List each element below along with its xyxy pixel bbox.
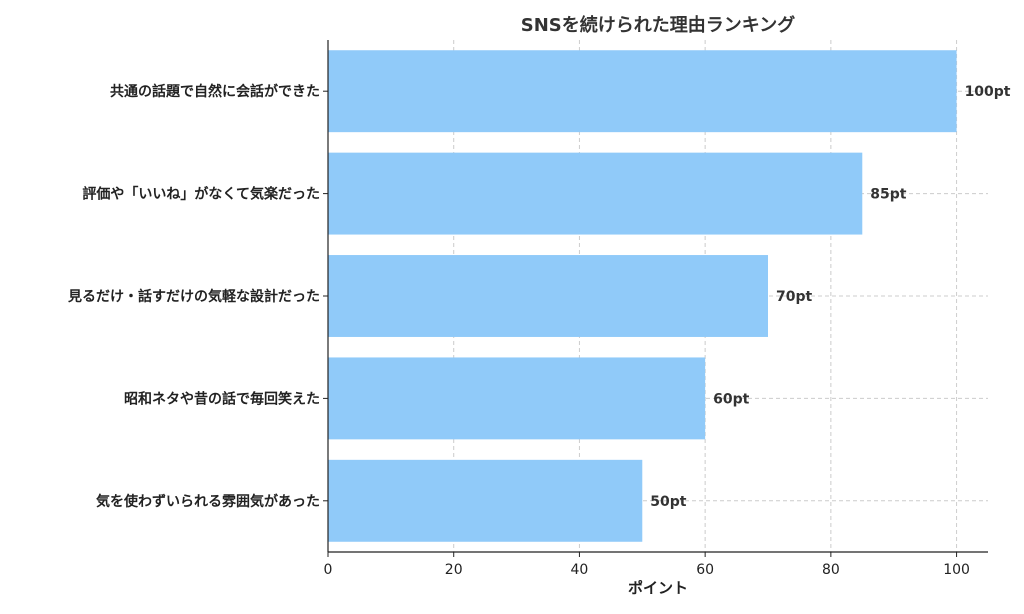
category-label: 気を使わずいられる雰囲気があった bbox=[96, 493, 320, 510]
bars: 共通の話題で自然に会話ができた 100pt 評価や「いいね」がなくて気楽だった 85p… bbox=[67, 50, 1011, 542]
category-label: 見るだけ・話すだけの気軽な設計だった bbox=[67, 288, 320, 305]
bar bbox=[328, 255, 768, 337]
value-label: 100pt bbox=[965, 84, 1011, 100]
category-label: 評価や「いいね」がなくて気楽だった bbox=[82, 186, 320, 203]
x-tick-label: 100 bbox=[943, 562, 970, 578]
value-label: 70pt bbox=[776, 289, 813, 305]
bar bbox=[328, 357, 706, 440]
x-tick-label: 60 bbox=[696, 562, 714, 578]
value-label: 50pt bbox=[650, 494, 687, 510]
value-label: 85pt bbox=[870, 187, 907, 203]
bar bbox=[328, 152, 863, 235]
x-tick-label: 80 bbox=[822, 562, 840, 578]
bar bbox=[328, 459, 643, 542]
x-tick-label: 40 bbox=[571, 562, 589, 578]
x-ticks: 0 20 40 60 80 100 bbox=[324, 552, 970, 578]
bar bbox=[328, 50, 957, 133]
x-axis-title: ポイント bbox=[628, 579, 688, 597]
axes bbox=[327, 40, 988, 553]
value-label: 60pt bbox=[713, 391, 750, 407]
category-label: 共通の話題で自然に会話ができた bbox=[110, 83, 320, 100]
chart-title: SNSを続けられた理由ランキング bbox=[521, 14, 795, 36]
category-label: 昭和ネタや昔の話で毎回笑えた bbox=[124, 390, 320, 407]
x-tick-label: 20 bbox=[445, 562, 463, 578]
x-tick-label: 0 bbox=[324, 562, 333, 578]
